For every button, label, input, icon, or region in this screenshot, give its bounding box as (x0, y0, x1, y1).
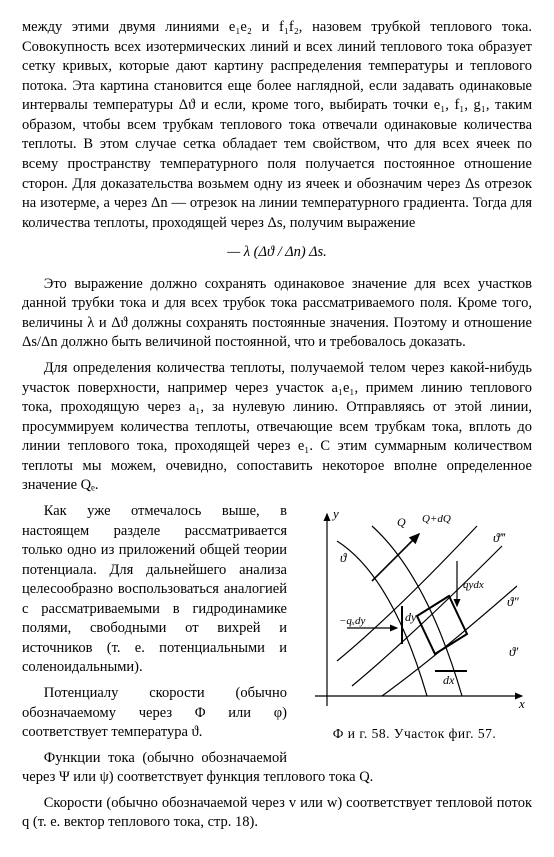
label-Q: Q (397, 515, 406, 529)
figure-58-caption: Ф и г. 58. Участок фиг. 57. (297, 725, 532, 743)
figure-58-svg: y x Q Q+dQ ϑ ϑ‴ ϑ″ ϑ′ dx dy qydx −qₓdy (297, 506, 532, 721)
label-y: y (331, 506, 339, 521)
paragraph-1: между этими двумя линиями e₁e₂ и f₁f₂, н… (22, 18, 532, 233)
label-dx: dx (443, 673, 455, 687)
label-x: x (518, 696, 525, 711)
label-theta1: ϑ′ (509, 644, 518, 659)
paragraph-3: Для определения количества теплоты, полу… (22, 359, 532, 496)
label-theta3: ϑ‴ (493, 530, 506, 545)
label-theta2: ϑ″ (507, 594, 519, 609)
paragraph-6: Функции тока (обычно обозначаемой через … (22, 749, 532, 788)
q-vector (372, 534, 419, 581)
label-qydx: qydx (463, 579, 484, 591)
paragraph-7: Скорости (обычно обозначаемой через v ил… (22, 794, 532, 833)
label-dy: dy (405, 610, 417, 624)
paragraph-2: Это выражение должно сохранять одинаково… (22, 275, 532, 353)
figure-58: y x Q Q+dQ ϑ ϑ‴ ϑ″ ϑ′ dx dy qydx −qₓdy Ф… (297, 506, 532, 743)
label-mqxdy: −qₓdy (339, 615, 366, 627)
label-QdQ: Q+dQ (422, 513, 451, 525)
isotherm-2 (352, 546, 502, 686)
label-theta: ϑ (340, 550, 347, 565)
formula-lambda: — λ (Δϑ / Δn) Δs. (22, 243, 532, 263)
